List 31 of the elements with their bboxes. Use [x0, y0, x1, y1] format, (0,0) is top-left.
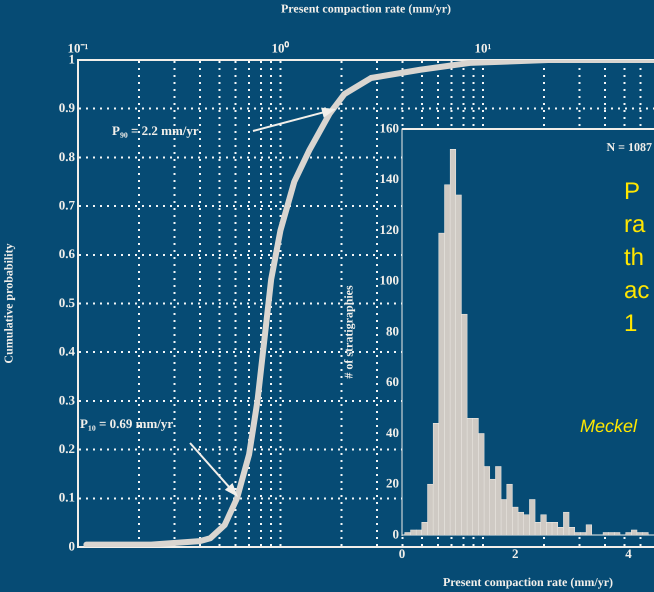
y-tick-label: 60	[386, 374, 399, 390]
y-tick-label: 0.4	[58, 344, 76, 359]
x-tick-label: 4	[625, 546, 632, 562]
y-tick-label: 0.1	[58, 490, 75, 505]
annotation: P₉₀ = 2.2 mm/yr	[112, 123, 199, 138]
x-axis-title: Present compaction rate (mm/yr)	[280, 1, 452, 16]
x-axis-title: Present compaction rate (mm/yr)	[442, 574, 614, 589]
annotation: Meckel	[580, 416, 638, 436]
y-tick-label: 0.6	[58, 246, 76, 262]
y-tick-label: 160	[380, 120, 399, 136]
x-tick-label: 2	[512, 546, 519, 562]
y-axis-title: Cumulative probability	[1, 243, 16, 364]
annotation: N = 1087	[606, 140, 652, 154]
y-tick-label: 100	[380, 272, 399, 288]
y-tick-label: 140	[380, 171, 399, 186]
y-tick-label: 40	[386, 424, 399, 440]
y-tick-label: 0.7	[58, 197, 76, 212]
y-tick-label: 80	[386, 323, 399, 338]
y-tick-label: 20	[386, 476, 399, 491]
y-tick-label: 0	[392, 526, 399, 542]
annotation: P ra th ac 1	[624, 178, 650, 337]
y-tick-label: 120	[380, 222, 399, 237]
y-tick-label: 0.8	[58, 148, 76, 164]
x-tick-label: 10⁰	[271, 40, 290, 56]
y-tick-label: 0.2	[58, 440, 75, 456]
y-tick-label: 0.3	[58, 392, 76, 408]
y-tick-label: 0.5	[58, 294, 76, 310]
y-axis-title: # of stratigraphies	[341, 285, 356, 379]
y-tick-label: 0.9	[58, 100, 76, 116]
annotation: P₁₀ = 0.69 mm/yr	[80, 416, 174, 431]
x-tick-label: 10¹	[474, 40, 492, 56]
